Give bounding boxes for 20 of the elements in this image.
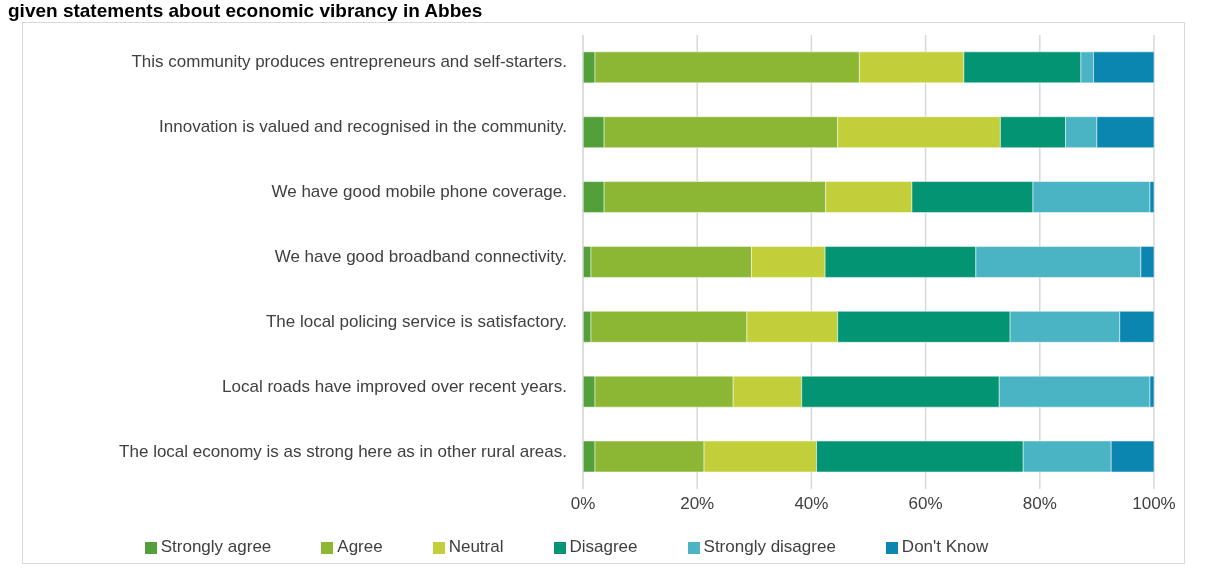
x-tick-label: 100% (1132, 494, 1176, 514)
y-tick-label: This community produces entrepreneurs and self-starters. (131, 52, 567, 72)
y-tick-label: The local economy is as strong here as in other rural areas. (119, 441, 567, 461)
legend-label: Neutral (448, 537, 504, 556)
y-tick-label: Local roads have improved over recent years. (222, 376, 567, 396)
x-tick-label: 20% (680, 494, 715, 514)
text: given statements about economic vibrancy in Abbes (8, 0, 484, 22)
legend-label: Strongly disagree (703, 537, 836, 556)
legend-label: Disagree (569, 537, 638, 556)
x-tick-label: 60% (908, 494, 943, 514)
x-tick-label: 80% (1022, 494, 1057, 514)
y-tick-label: Innovation is valued and recognised in the community. (159, 117, 567, 137)
y-tick-label: We have good mobile phone coverage. (271, 182, 567, 202)
y-tick-label: We have good broadband connectivity. (274, 247, 567, 266)
legend-label: Strongly agree (160, 537, 272, 556)
y-tick-label: The local policing service is satisfactory. (265, 311, 567, 331)
legend-label: Don't Know (901, 537, 989, 556)
x-tick-label: 40% (794, 494, 829, 514)
x-tick-label: 0% (570, 494, 596, 514)
legend-label: Agree (337, 537, 383, 556)
